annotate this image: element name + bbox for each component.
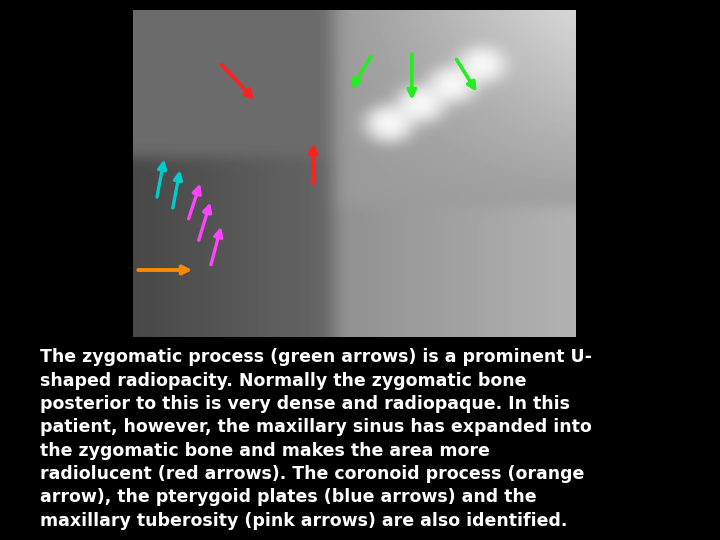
Text: The zygomatic process (green arrows) is a prominent U-
shaped radiopacity. Norma: The zygomatic process (green arrows) is …: [40, 348, 592, 530]
